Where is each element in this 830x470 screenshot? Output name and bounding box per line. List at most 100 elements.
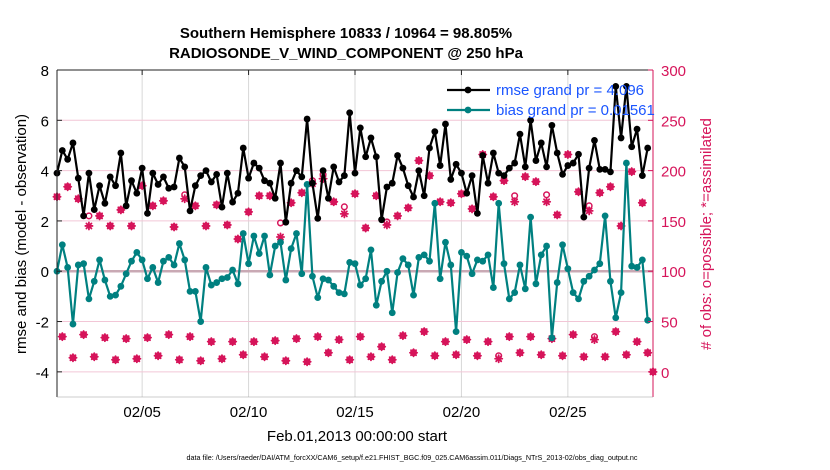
legend-entry: rmse grand pr = 4.096	[496, 82, 644, 99]
obs-possible-marker	[292, 335, 301, 343]
obs-possible-marker	[143, 334, 152, 342]
obs-possible-marker	[532, 178, 540, 186]
obs-possible-marker	[96, 212, 104, 220]
obs-possible-marker	[266, 192, 274, 200]
bias-point	[106, 292, 114, 300]
bias-point	[218, 275, 226, 283]
obs-possible-marker	[404, 204, 412, 212]
bias-point	[633, 264, 641, 271]
rmse-point	[622, 82, 630, 90]
rmse-point	[64, 155, 72, 163]
bias-point	[452, 328, 460, 335]
obs-assimilated-marker	[542, 197, 552, 207]
obs-possible-marker	[628, 168, 636, 176]
obs-possible-marker	[489, 193, 497, 201]
axes: -4 -2 0 2 4 6 8 0 50 100 150 200 250 300 02/05 02/10 02/…	[36, 63, 686, 421]
bias-point	[607, 277, 614, 285]
bias-point	[367, 246, 375, 254]
rmse-point	[378, 216, 386, 224]
bias-point	[559, 241, 566, 249]
rmse-point	[101, 199, 109, 207]
obs-possible-marker	[229, 338, 237, 346]
rmse-point	[447, 176, 455, 183]
grid	[57, 69, 653, 397]
obs-possible-marker	[202, 222, 210, 230]
rmse-point	[207, 178, 215, 186]
bias-point	[394, 269, 401, 276]
bias-point	[601, 212, 609, 220]
bias-point	[282, 276, 290, 284]
bias-point	[378, 277, 386, 285]
obs-possible-marker	[606, 183, 614, 191]
bias-point	[516, 261, 524, 269]
rmse-point	[468, 172, 476, 180]
bias-point	[202, 264, 210, 271]
x-tick-label: 02/25	[549, 404, 587, 421]
bias-point	[250, 232, 258, 240]
rmse-point	[245, 174, 252, 182]
obs-possible-marker	[638, 199, 646, 207]
bias-point	[532, 280, 540, 288]
obs-possible-marker	[590, 333, 599, 341]
bias-point	[255, 250, 263, 258]
obs-possible-marker	[564, 150, 572, 159]
y-left-tick-label: 6	[41, 113, 49, 130]
asterisk-stroke	[543, 198, 551, 206]
obs-possible-marker	[601, 353, 609, 361]
rmse-point	[80, 212, 88, 220]
bias-point	[410, 291, 417, 299]
bias-point	[644, 316, 652, 324]
bias-point	[69, 320, 77, 328]
rmse-point	[372, 153, 380, 161]
rmse-point	[138, 164, 146, 172]
obs-possible-marker	[340, 203, 348, 211]
bias-point	[505, 295, 513, 303]
y-right-tick-label: 250	[661, 113, 686, 130]
legend-marker	[464, 106, 472, 114]
y-left-tick-label: 4	[41, 164, 49, 181]
asterisk-stroke	[585, 207, 593, 215]
obs-possible-marker	[260, 353, 269, 361]
bias-point	[458, 248, 465, 256]
y-right-tick-label: 300	[661, 63, 686, 80]
rmse-point	[133, 189, 141, 197]
bias-point	[85, 295, 93, 303]
rmse-point	[628, 143, 636, 151]
rmse-point	[532, 157, 540, 164]
obs-possible-marker	[441, 338, 450, 346]
obs-possible-marker	[378, 343, 386, 351]
rmse-point	[160, 173, 167, 181]
bias-point	[362, 275, 370, 283]
bias-point	[266, 271, 274, 279]
obs-possible-marker	[399, 332, 407, 340]
rmse-point	[362, 153, 370, 161]
rmse-point	[500, 172, 508, 180]
bias-point	[356, 281, 364, 289]
bias-point	[271, 242, 279, 250]
rmse-point	[96, 182, 103, 190]
rmse-point	[186, 207, 194, 215]
obs-possible-marker	[351, 190, 359, 198]
bias-point	[548, 334, 556, 342]
bias-point	[527, 213, 535, 221]
obs-possible-marker	[505, 333, 513, 341]
bias-point	[319, 275, 327, 283]
obs-possible-marker	[409, 349, 418, 357]
bias-point	[197, 318, 205, 325]
rmse-point	[356, 124, 364, 132]
obs-possible-marker	[335, 336, 343, 344]
rmse-point	[223, 169, 231, 177]
obs-possible-marker	[245, 208, 253, 216]
bias-point	[122, 270, 130, 278]
obs-possible-marker	[356, 333, 364, 341]
obs-possible-marker	[250, 338, 258, 346]
obs-possible-marker	[314, 333, 322, 341]
bias-point	[569, 289, 577, 297]
bias-point	[96, 256, 103, 264]
bias-point	[399, 255, 407, 263]
rmse-point	[293, 167, 300, 175]
bias-point	[591, 266, 598, 274]
obs-possible-marker	[186, 333, 194, 341]
rmse-point	[261, 177, 268, 185]
y-right-tick-label: 0	[661, 365, 669, 382]
